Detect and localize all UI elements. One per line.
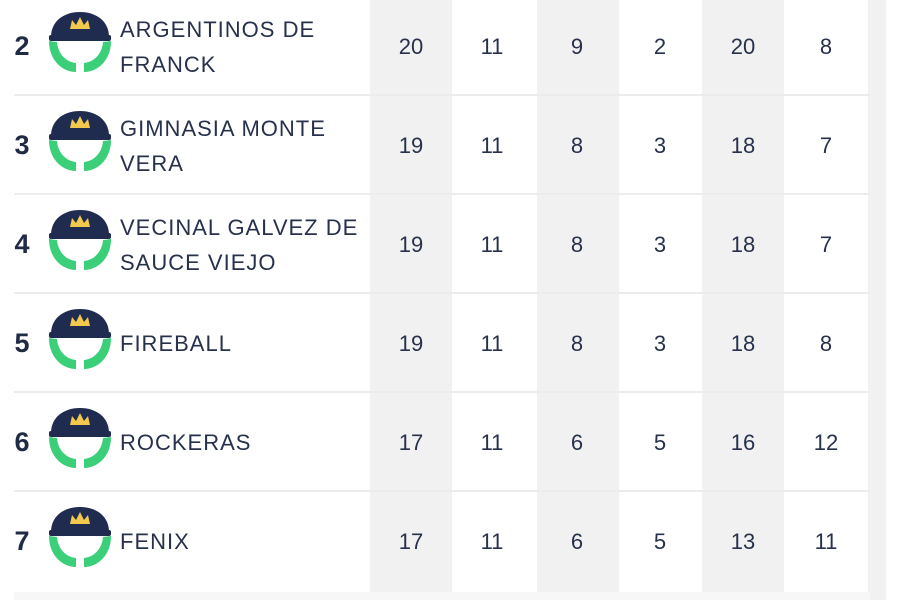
row-divider <box>14 292 870 294</box>
stat-pg: 6 <box>570 528 584 554</box>
column-stripe-pts <box>370 0 452 600</box>
table-row-7[interactable]: 7 FENIX 17 11 6 5 13 11 <box>0 492 900 591</box>
stat-gc: 7 <box>819 231 833 257</box>
rank-number: 7 <box>14 526 30 556</box>
stat-pe: 2 <box>653 33 667 59</box>
stat-gc: 8 <box>819 33 833 59</box>
column-stripe-pg <box>537 0 619 600</box>
stat-pg: 8 <box>570 231 584 257</box>
row-divider <box>14 193 870 195</box>
stat-pj: 11 <box>480 330 504 356</box>
stat-gf: 13 <box>730 528 756 554</box>
table-row-3[interactable]: 3 GIMNASIA MONTE VERA 19 11 8 3 18 7 <box>0 96 900 195</box>
stat-pts: 17 <box>398 528 424 554</box>
row-divider <box>14 94 870 96</box>
column-stripe-gf <box>702 0 784 600</box>
rank-number: 6 <box>14 427 30 457</box>
table-row-2[interactable]: 2 ARGENTINOS DE FRANCK 20 11 9 2 20 8 <box>0 0 900 96</box>
stat-pj: 11 <box>480 429 504 455</box>
rank-number: 4 <box>14 229 30 259</box>
crown-trophy-icon <box>49 507 111 567</box>
stat-pg: 8 <box>570 330 584 356</box>
stat-gf: 16 <box>730 429 756 455</box>
crown-trophy-icon <box>49 408 111 468</box>
team-name: ARGENTINOS DE FRANCK <box>120 16 316 77</box>
stat-gc: 7 <box>819 132 833 158</box>
table-row-6[interactable]: 6 ROCKERAS 17 11 6 5 16 12 <box>0 393 900 492</box>
rank-number: 2 <box>14 31 30 61</box>
stat-pts: 19 <box>398 330 424 356</box>
stat-gf: 18 <box>730 330 756 356</box>
row-divider <box>14 391 870 393</box>
crown-trophy-icon <box>49 12 111 72</box>
stat-gc: 8 <box>819 330 833 356</box>
stat-pj: 11 <box>480 231 504 257</box>
rank-number: 5 <box>14 328 30 358</box>
stat-pe: 5 <box>653 528 667 554</box>
stat-gc: 11 <box>814 528 838 554</box>
stat-pj: 11 <box>480 33 504 59</box>
team-name: ROCKERAS <box>120 430 252 455</box>
stat-pg: 6 <box>570 429 584 455</box>
stat-pts: 17 <box>398 429 424 455</box>
stat-pg: 8 <box>570 132 584 158</box>
stat-gc: 12 <box>813 429 839 455</box>
stat-pts: 19 <box>398 231 424 257</box>
stat-pg: 9 <box>570 33 584 59</box>
stat-gf: 18 <box>730 231 756 257</box>
crown-trophy-icon <box>49 210 111 270</box>
crown-trophy-icon <box>49 309 111 369</box>
next-row-edge <box>14 592 870 600</box>
crown-trophy-icon <box>49 111 111 171</box>
stat-gf: 20 <box>730 33 756 59</box>
column-stripe-last <box>868 0 886 600</box>
stat-pj: 11 <box>480 132 504 158</box>
table-row-5[interactable]: 5 FIREBALL 19 11 8 3 18 8 <box>0 294 900 393</box>
rank-number: 3 <box>14 130 30 160</box>
stat-pe: 3 <box>653 132 667 158</box>
team-name: FENIX <box>120 529 190 554</box>
stat-pts: 19 <box>398 132 424 158</box>
team-name: GIMNASIA MONTE VERA <box>120 115 326 176</box>
row-divider <box>14 490 870 492</box>
team-name: VECINAL GALVEZ DE SAUCE VIEJO <box>120 214 359 275</box>
team-name: FIREBALL <box>120 331 232 356</box>
stat-pe: 3 <box>653 330 667 356</box>
stat-pe: 5 <box>653 429 667 455</box>
stat-pts: 20 <box>398 33 424 59</box>
stat-pe: 3 <box>653 231 667 257</box>
stat-gf: 18 <box>730 132 756 158</box>
table-row-4[interactable]: 4 VECINAL GALVEZ DE SAUCE VIEJO 19 11 8 3 18… <box>0 195 900 294</box>
stat-pj: 11 <box>480 528 504 554</box>
